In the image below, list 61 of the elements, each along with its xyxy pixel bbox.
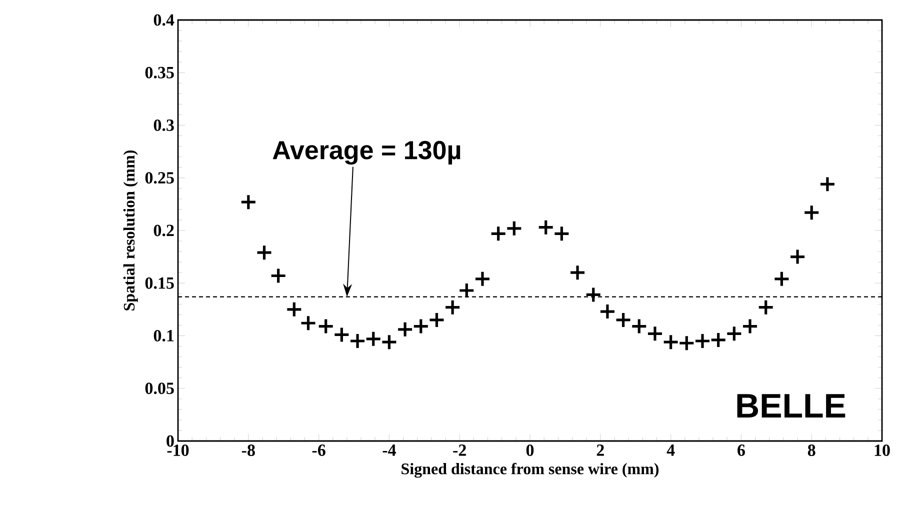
point	[380, 334, 398, 350]
point	[803, 204, 820, 221]
point	[742, 318, 758, 335]
point	[318, 318, 334, 335]
point	[819, 176, 836, 192]
y-tick-label: 0	[166, 435, 174, 447]
point	[300, 314, 317, 332]
x-tick-label: 6	[738, 444, 745, 456]
x-tick-label: -6	[312, 444, 326, 456]
point	[412, 318, 430, 335]
point	[365, 330, 382, 348]
point	[630, 318, 648, 335]
point	[773, 270, 790, 288]
point	[758, 299, 774, 316]
point	[286, 301, 302, 318]
x-tick-label: 4	[666, 444, 675, 456]
point	[710, 332, 727, 348]
point	[240, 194, 257, 210]
point	[538, 219, 554, 236]
y-tick-label: 0.3	[154, 119, 174, 132]
x-tick-label: -4	[382, 444, 396, 456]
point	[349, 332, 366, 350]
point	[569, 264, 586, 281]
point	[458, 282, 475, 299]
point	[599, 303, 616, 320]
x-tick-label: -10	[167, 444, 189, 456]
point	[506, 220, 522, 237]
y-tick-label: 0.25	[145, 172, 174, 184]
x-tick-label: 8	[808, 444, 816, 456]
point	[270, 267, 287, 284]
point	[678, 334, 695, 352]
point	[428, 312, 446, 328]
point	[333, 326, 350, 343]
point	[646, 325, 664, 342]
point	[553, 225, 570, 242]
point	[662, 334, 680, 350]
point	[396, 321, 414, 338]
point	[585, 286, 602, 303]
y-tick-label: 0.35	[145, 66, 174, 78]
y-tick-label: 0.15	[145, 277, 174, 289]
point	[726, 325, 742, 342]
x-tick-label: 0	[526, 444, 534, 456]
point	[474, 270, 491, 288]
x-tick-label: 10	[874, 444, 890, 456]
y-axis-title: Spatial resolution (mm)	[123, 150, 138, 310]
point	[789, 248, 806, 266]
y-tick-label: 0.1	[154, 330, 174, 342]
y-tick-label: 0.2	[154, 224, 174, 236]
annotation: Average = 130µ	[272, 140, 460, 165]
point	[256, 244, 273, 261]
x-axis-title: Signed distance from sense wire (mm)	[402, 462, 659, 478]
point	[694, 332, 711, 350]
point	[444, 299, 461, 316]
x-tick-label: 2	[596, 444, 604, 456]
x-tick-label: -2	[453, 444, 466, 456]
y-tick-label: 0.4	[154, 14, 174, 26]
point	[614, 312, 632, 328]
x-tick-label: -8	[242, 444, 255, 456]
annotation: BELLE	[737, 394, 846, 418]
point	[490, 225, 507, 242]
y-tick-label: 0.05	[145, 382, 174, 394]
